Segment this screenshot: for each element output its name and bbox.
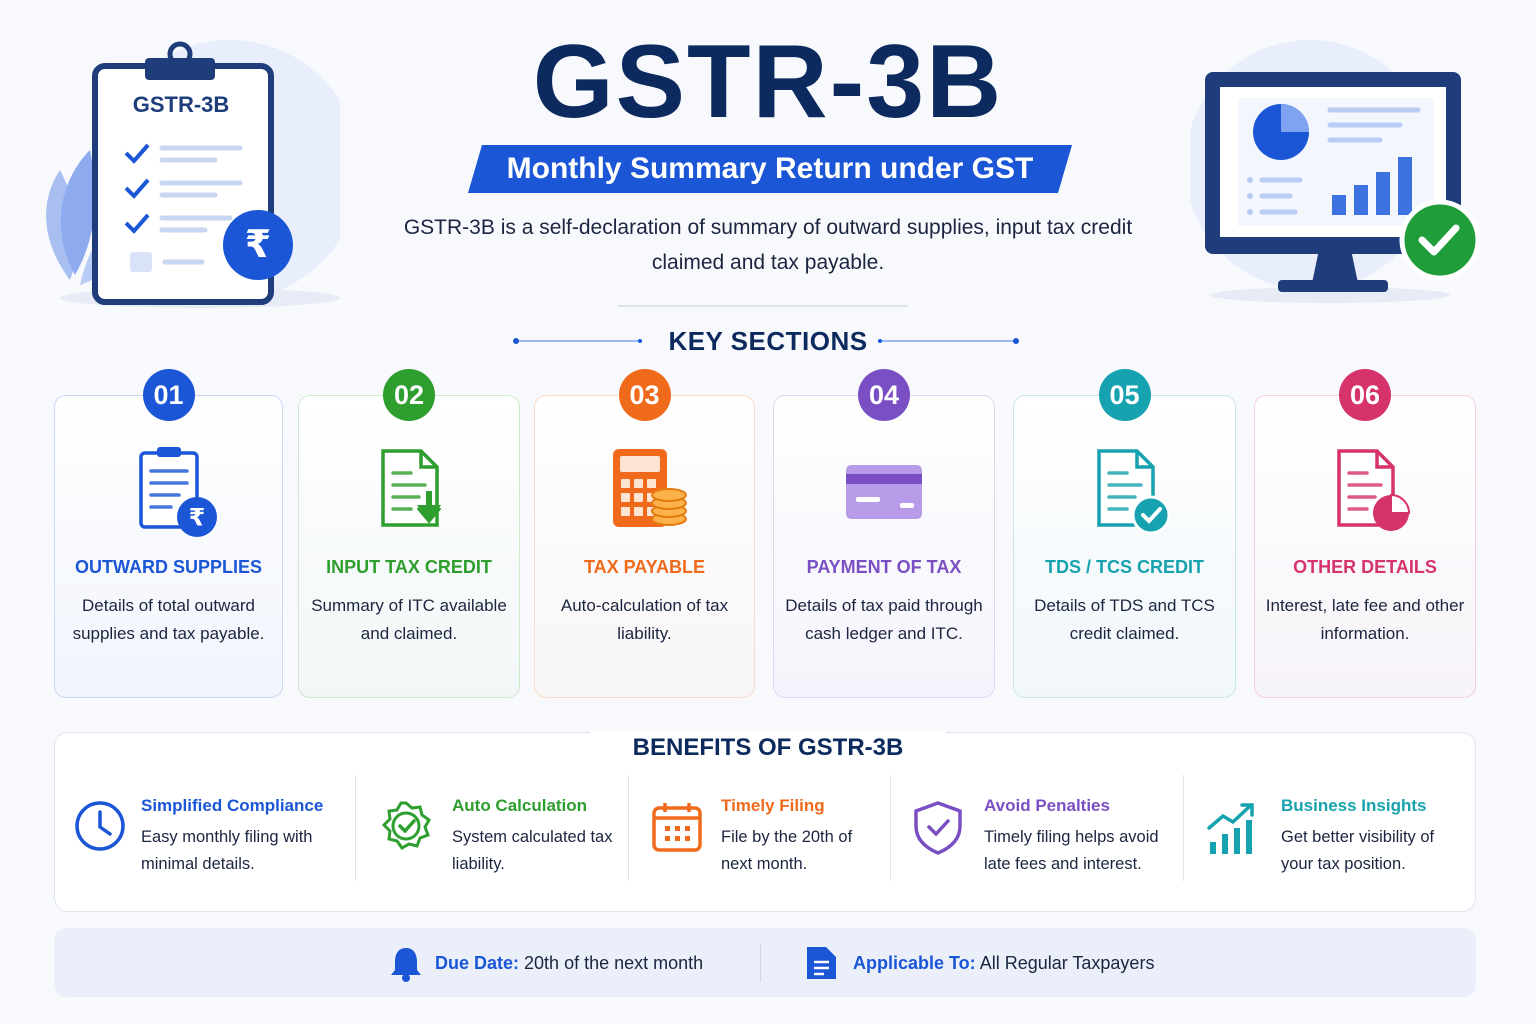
benefit-item: Avoid Penalties Timely filing helps avoi…	[984, 794, 1169, 878]
benefit-icon	[914, 801, 962, 855]
monitor-illustration	[1190, 40, 1481, 303]
benefit-description: File by the 20th of next month.	[721, 828, 853, 873]
section-title: OUTWARD SUPPLIES	[74, 557, 262, 577]
benefit-title: Timely Filing	[721, 796, 825, 815]
subtitle-banner	[468, 145, 1072, 193]
section-card: 03 TAX PAYABLE Auto-calculation of tax l…	[534, 369, 755, 698]
document-icon	[807, 947, 836, 979]
section-number: 02	[383, 369, 435, 421]
section-title: PAYMENT OF TAX	[806, 557, 962, 577]
footer-bar	[54, 928, 1476, 997]
description: GSTR-3B is a self-declaration of summary…	[403, 216, 1133, 274]
section-description: Auto-calculation of tax liability.	[560, 596, 729, 643]
benefit-item: Auto Calculation System calculated tax l…	[452, 794, 622, 878]
applicable-to-label: Applicable To:	[853, 953, 976, 973]
section-icon	[846, 465, 922, 519]
benefit-item: Simplified Compliance Easy monthly filin…	[141, 794, 341, 878]
rupee-symbol: ₹	[188, 504, 205, 531]
section-card: 02 INPUT TAX CREDIT Summary of ITC avail…	[298, 369, 520, 698]
section-number: 04	[858, 369, 910, 421]
section-card: 04 PAYMENT OF TAX Details of tax paid th…	[773, 369, 995, 698]
benefit-title: Simplified Compliance	[141, 796, 324, 815]
section-description: Interest, late fee and other information…	[1265, 596, 1465, 643]
section-title: TDS / TCS CREDIT	[1044, 557, 1204, 577]
benefit-icon-wrap	[380, 800, 436, 863]
section-description: Details of TDS and TCS credit claimed.	[1034, 596, 1215, 643]
benefits-heading: BENEFITS OF GSTR-3B	[590, 731, 946, 765]
key-sections-heading: KEY SECTIONS	[668, 326, 868, 356]
section-description: Details of tax paid through cash ledger …	[785, 596, 983, 643]
benefit-divider	[890, 775, 891, 881]
section-title: OTHER DETAILS	[1293, 557, 1437, 577]
due-date: Due Date: 20th of the next month	[435, 950, 703, 976]
benefit-icon	[75, 801, 125, 851]
clipboard-illustration: GSTR-3B ₹	[46, 40, 340, 308]
benefit-description: Timely filing helps avoid late fees and …	[984, 828, 1159, 873]
section-number: 06	[1339, 369, 1391, 421]
benefit-icon	[652, 803, 702, 852]
section-description: Summary of ITC available and claimed.	[311, 596, 507, 643]
section-icon	[381, 449, 442, 527]
benefit-icon-wrap	[912, 800, 968, 863]
section-number: 05	[1098, 369, 1151, 421]
benefit-divider	[628, 775, 629, 881]
bell-icon	[391, 948, 421, 982]
section-title: TAX PAYABLE	[583, 557, 706, 577]
benefit-title: Avoid Penalties	[984, 796, 1110, 815]
applicable-to: Applicable To: All Regular Taxpayers	[853, 950, 1154, 976]
benefit-icon-wrap	[650, 800, 706, 863]
benefit-description: Easy monthly filing with minimal details…	[141, 828, 313, 873]
section-title: INPUT TAX CREDIT	[326, 557, 492, 577]
section-card: 06 OTHER DETAILS Interest, late fee and …	[1254, 369, 1476, 698]
benefit-title: Business Insights	[1281, 796, 1427, 815]
benefit-item: Timely Filing File by the 20th of next m…	[721, 794, 871, 878]
section-number: 01	[142, 369, 195, 421]
benefit-icon-wrap	[74, 800, 130, 863]
benefit-description: System calculated tax liability.	[452, 828, 613, 873]
rupee-symbol: ₹	[245, 224, 271, 266]
section-number: 03	[618, 369, 671, 421]
benefit-item: Business Insights Get better visibility …	[1281, 794, 1456, 878]
benefit-description: Get better visibility of your tax positi…	[1281, 828, 1435, 873]
section-icon	[612, 449, 687, 527]
benefit-icon-wrap	[1206, 800, 1262, 863]
applicable-to-value: All Regular Taxpayers	[979, 953, 1155, 973]
section-icon: ₹	[138, 447, 217, 537]
benefit-icon	[381, 801, 431, 850]
section-description: Details of total outward supplies and ta…	[72, 596, 265, 643]
footer-divider	[760, 944, 761, 982]
section-divider	[513, 305, 1019, 344]
clipboard-label: GSTR-3B	[133, 92, 230, 117]
subtitle: Monthly Summary Return under GST	[506, 152, 1034, 185]
benefit-icon	[1207, 803, 1254, 854]
section-icon	[1337, 449, 1411, 531]
benefit-title: Auto Calculation	[452, 796, 588, 815]
benefit-divider	[1183, 775, 1184, 881]
benefit-divider	[355, 775, 356, 881]
title: GSTR-3B	[532, 24, 1004, 140]
section-card: 01 ₹ OUTWARD SUPPLIES Details of total o…	[54, 369, 283, 698]
due-date-label: Due Date:	[435, 953, 520, 973]
section-card: 05 TDS / TCS CREDIT Details of TDS and T…	[1013, 369, 1236, 698]
due-date-value: 20th of the next month	[524, 953, 704, 973]
section-icon	[1096, 449, 1170, 535]
